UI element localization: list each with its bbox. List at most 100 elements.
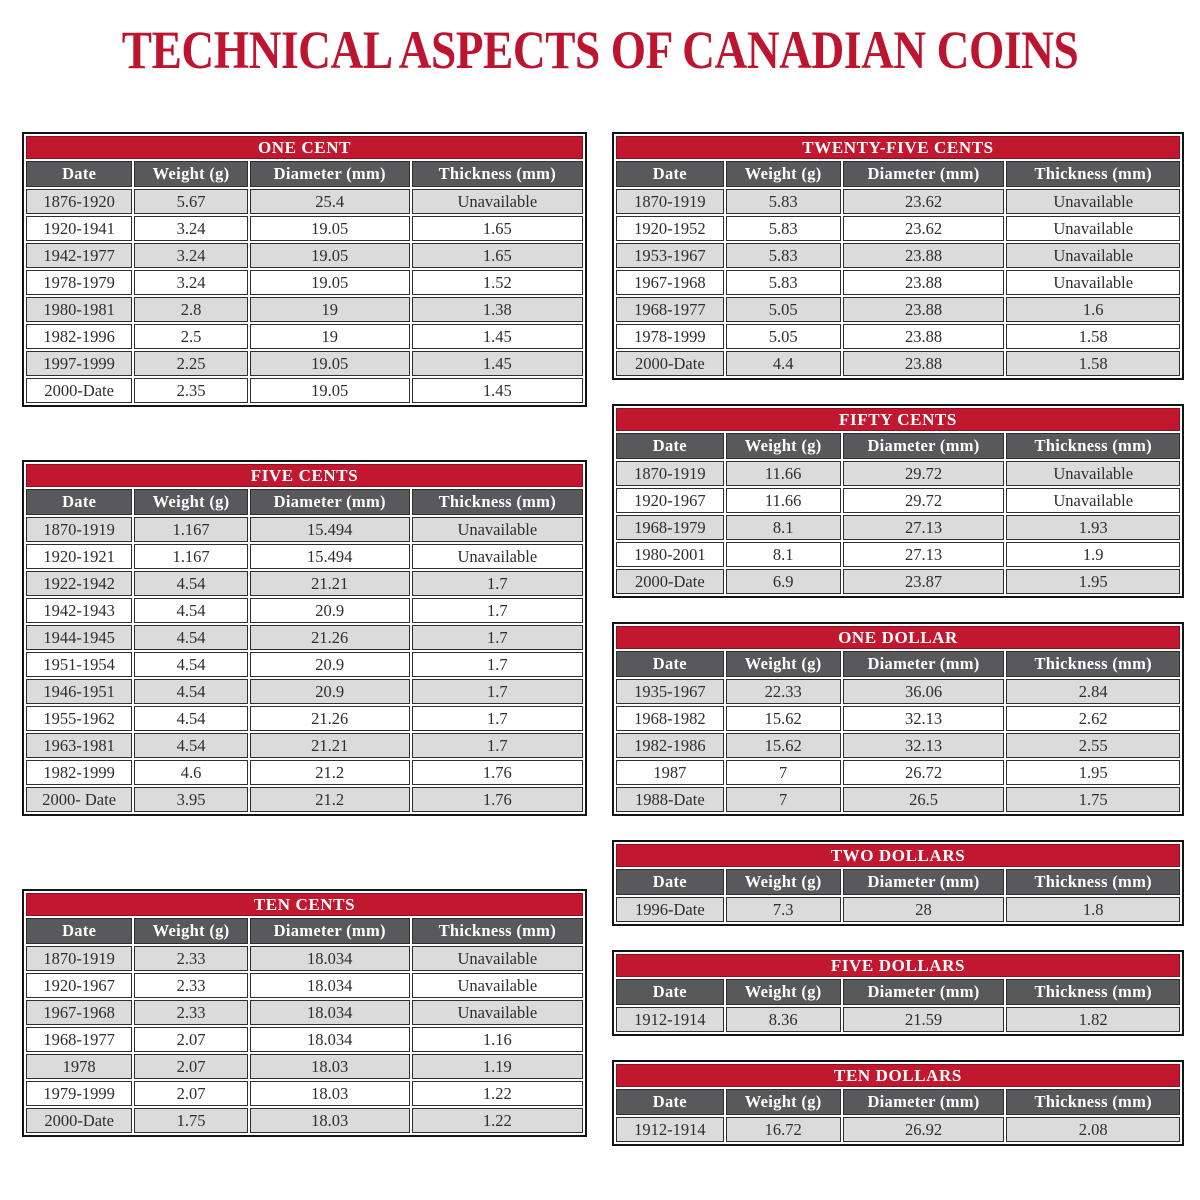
column-header-date: Date [616,433,724,459]
cell-weight: 1.75 [134,1108,248,1133]
cell-diameter: 26.72 [842,760,1005,785]
cell-diameter: 18.03 [249,1108,410,1133]
cell-date: 2000-Date [616,351,724,376]
cell-thickness: 1.7 [411,733,583,758]
column-header-thickness: Thickness (mm) [411,918,583,944]
cell-diameter: 32.13 [842,706,1005,731]
cell-diameter: 19 [249,324,410,349]
table-row: 1870-1919 11.66 29.72 Unavailable [616,461,1180,486]
cell-diameter: 21.2 [249,760,410,785]
cell-weight: 1.167 [134,517,248,542]
cell-date: 1987 [616,760,724,785]
column-header-row: Date Weight (g) Diameter (mm) Thickness (mm… [616,651,1180,677]
table-row: 1951-1954 4.54 20.9 1.7 [26,652,583,677]
cell-date: 1870-1919 [616,461,724,486]
cell-weight: 4.54 [134,571,248,596]
table-row: 1912-1914 16.72 26.92 2.08 [616,1117,1180,1142]
cell-weight: 5.83 [725,243,841,268]
table-title-ten-dollars: TEN DOLLARS [616,1064,1180,1087]
cell-diameter: 23.88 [842,324,1005,349]
column-header-weight: Weight (g) [725,433,841,459]
cell-date: 1920-1921 [26,544,133,569]
cell-thickness: 1.58 [1006,351,1180,376]
cell-thickness: Unavailable [411,1000,583,1025]
cell-date: 1968-1977 [616,297,724,322]
cell-diameter: 21.26 [249,625,410,650]
cell-date: 1870-1919 [616,189,724,214]
column-header-diameter: Diameter (mm) [842,979,1005,1005]
cell-date: 1988-Date [616,787,724,812]
cell-date: 1955-1962 [26,706,133,731]
cell-diameter: 21.2 [249,787,410,812]
cell-date: 1968-1977 [26,1027,133,1052]
cell-date: 1920-1967 [616,488,724,513]
cell-diameter: 18.03 [249,1054,410,1079]
cell-diameter: 23.87 [842,569,1005,594]
column-header-row: Date Weight (g) Diameter (mm) Thickness (mm… [616,869,1180,895]
table-row: 1920-1952 5.83 23.62 Unavailable [616,216,1180,241]
table-row: 1968-1979 8.1 27.13 1.93 [616,515,1180,540]
cell-date: 1920-1967 [26,973,133,998]
table-row: 1996-Date 7.3 28 1.8 [616,897,1180,922]
cell-date: 1997-1999 [26,351,133,376]
cell-date: 2000-Date [616,569,724,594]
table-row: 1920-1967 11.66 29.72 Unavailable [616,488,1180,513]
cell-weight: 15.62 [725,706,841,731]
cell-weight: 4.54 [134,625,248,650]
cell-weight: 2.25 [134,351,248,376]
cell-date: 1922-1942 [26,571,133,596]
cell-weight: 2.33 [134,973,248,998]
column-header-thickness: Thickness (mm) [1006,1089,1180,1115]
cell-thickness: 1.16 [411,1027,583,1052]
table-row: 1920-1941 3.24 19.05 1.65 [26,216,583,241]
cell-weight: 7 [725,760,841,785]
column-header-diameter: Diameter (mm) [842,1089,1005,1115]
table-row: 1979-1999 2.07 18.03 1.22 [26,1081,583,1106]
table-row: 1870-1919 2.33 18.034 Unavailable [26,946,583,971]
table-row: 1982-1996 2.5 19 1.45 [26,324,583,349]
cell-date: 1982-1996 [26,324,133,349]
cell-weight: 4.4 [725,351,841,376]
cell-date: 1870-1919 [26,946,133,971]
cell-diameter: 19.05 [249,243,410,268]
cell-date: 1876-1920 [26,189,133,214]
column-header-thickness: Thickness (mm) [411,161,583,187]
cell-thickness: Unavailable [1006,270,1180,295]
cell-date: 2000-Date [26,1108,133,1133]
cell-weight: 2.8 [134,297,248,322]
column-header-row: Date Weight (g) Diameter (mm) Thickness (mm… [616,433,1180,459]
cell-thickness: Unavailable [411,189,583,214]
table-row: 1953-1967 5.83 23.88 Unavailable [616,243,1180,268]
column-header-weight: Weight (g) [134,918,248,944]
cell-weight: 3.24 [134,216,248,241]
table-row: 1967-1968 5.83 23.88 Unavailable [616,270,1180,295]
table-row: 2000-Date 4.4 23.88 1.58 [616,351,1180,376]
table-row: 2000-Date 2.35 19.05 1.45 [26,378,583,403]
cell-thickness: 1.9 [1006,542,1180,567]
table-title-row: FIVE DOLLARS [616,954,1180,977]
table-row: 1968-1977 2.07 18.034 1.16 [26,1027,583,1052]
table-title-ten-cents: TEN CENTS [26,893,583,916]
cell-date: 1968-1979 [616,515,724,540]
cell-weight: 11.66 [725,488,841,513]
table-row: 1978-1999 5.05 23.88 1.58 [616,324,1180,349]
cell-thickness: 1.65 [411,243,583,268]
cell-diameter: 21.21 [249,733,410,758]
table-row: 1920-1921 1.167 15.494 Unavailable [26,544,583,569]
cell-date: 1978 [26,1054,133,1079]
table-row: 1980-1981 2.8 19 1.38 [26,297,583,322]
table-row: 1870-1919 1.167 15.494 Unavailable [26,517,583,542]
column-header-thickness: Thickness (mm) [1006,651,1180,677]
column-header-weight: Weight (g) [725,1089,841,1115]
cell-weight: 2.07 [134,1054,248,1079]
cell-thickness: 1.7 [411,652,583,677]
table-row: 1967-1968 2.33 18.034 Unavailable [26,1000,583,1025]
table-row: 1942-1943 4.54 20.9 1.7 [26,598,583,623]
cell-date: 1912-1914 [616,1117,724,1142]
cell-date: 1996-Date [616,897,724,922]
cell-date: 1951-1954 [26,652,133,677]
column-header-date: Date [616,651,724,677]
cell-date: 2000-Date [26,378,133,403]
cell-thickness: 1.65 [411,216,583,241]
